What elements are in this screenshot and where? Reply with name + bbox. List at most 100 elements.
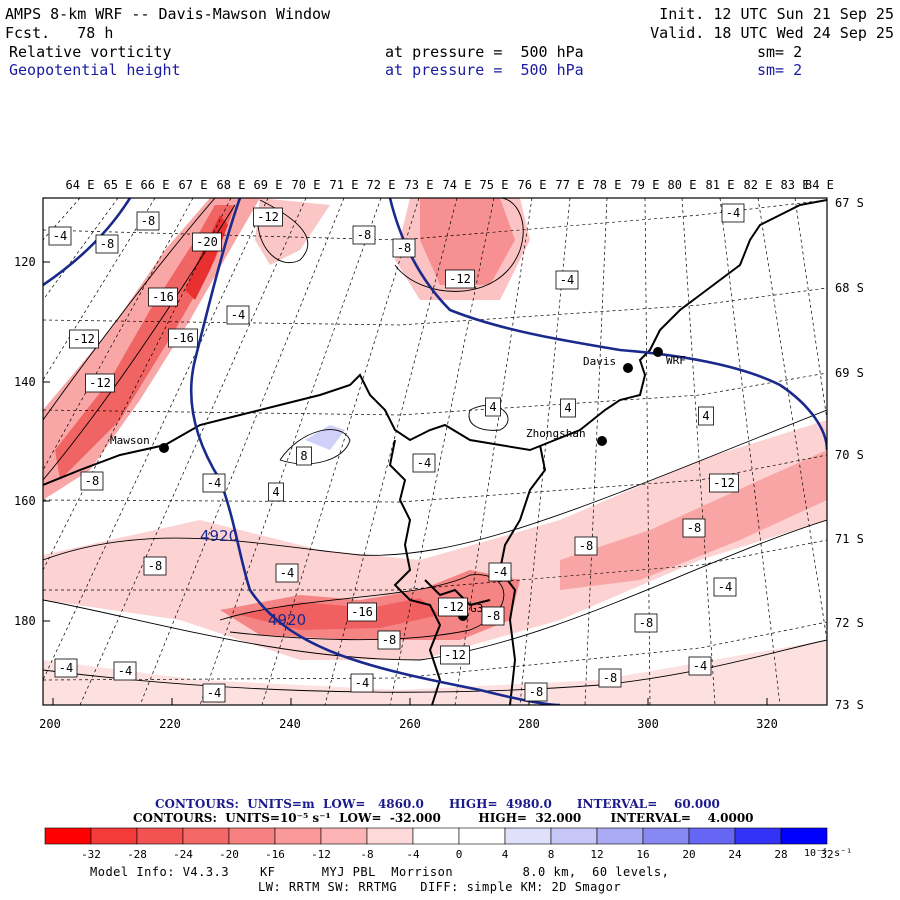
contour-label-box bbox=[574, 536, 598, 556]
longitude-labels: 64 E 65 E 66 E 67 E 68 E 69 E 70 E 71 E … bbox=[66, 178, 834, 192]
contour-label: -12 bbox=[444, 648, 466, 662]
vorticity-contour bbox=[43, 198, 216, 421]
station-marker-zhongshan bbox=[597, 436, 607, 446]
vorticity-contour-info: CONTOURS: UNITS=10⁻⁵ s⁻¹ LOW= -32.000 HI… bbox=[133, 811, 754, 825]
lon-label: 79 E bbox=[631, 178, 660, 192]
contour-label-box bbox=[202, 683, 226, 703]
init-time: Init. 12 UTC Sun 21 Sep 25 bbox=[659, 5, 894, 23]
lat-label: 68 S bbox=[835, 281, 864, 295]
plot-frame bbox=[42, 197, 828, 706]
contour-label-box bbox=[392, 238, 416, 258]
lat-line bbox=[43, 199, 827, 241]
x-axis: 200 220 240 260 280 300 320 bbox=[39, 698, 778, 731]
lon-label: 76 E bbox=[518, 178, 547, 192]
colorbar-cell bbox=[504, 827, 552, 845]
lon-line bbox=[43, 198, 194, 471]
colorbar: -32 -28 -24 -20 -16 -12 -8 -4 0 4 8 12 16 20 24 28 32 10… bbox=[44, 827, 852, 861]
lon-label: 73 E bbox=[405, 178, 434, 192]
fcst-label: Fcst. bbox=[5, 24, 51, 42]
contour-label: -16 bbox=[351, 605, 373, 619]
lon-line bbox=[681, 198, 716, 705]
height-contour-info: CONTOURS: UNITS=m LOW= 4860.0 HIGH= 4980… bbox=[155, 797, 720, 811]
contour-label: -20 bbox=[196, 235, 218, 249]
contour-label: -12 bbox=[73, 332, 95, 346]
contour-labels: -8 -8 -12 -4 -20 -16 -12 -16 -12 -8 -8 -12 -4 -4 -4 4 4 8… bbox=[48, 203, 745, 703]
contour-label: -4 bbox=[560, 273, 574, 287]
contour-label-box bbox=[113, 661, 137, 681]
colorbar-tick-label: 28 bbox=[774, 848, 787, 861]
contour-label-box bbox=[688, 656, 712, 676]
contour-label-box bbox=[555, 270, 579, 290]
contour-label-box bbox=[445, 269, 475, 289]
lat-line bbox=[43, 372, 827, 416]
field1-name: Relative vorticity bbox=[9, 43, 172, 61]
colorbar-cell bbox=[550, 827, 598, 845]
lon-label: 67 E bbox=[179, 178, 208, 192]
title: AMPS 8-km WRF -- Davis-Mawson Window bbox=[5, 5, 331, 23]
contour-label-box bbox=[481, 606, 505, 626]
colorbar-cell bbox=[412, 827, 460, 845]
contour-label-box bbox=[377, 630, 401, 650]
lon-line bbox=[719, 198, 781, 705]
contour-label: -4 bbox=[355, 676, 369, 690]
lon-line bbox=[794, 198, 827, 421]
colorbar-cell bbox=[44, 827, 92, 845]
colorbar-tick-label: -24 bbox=[173, 848, 193, 861]
lon-label: 68 E bbox=[217, 178, 246, 192]
x-tick-label: 240 bbox=[279, 717, 301, 731]
lat-label: 71 S bbox=[835, 532, 864, 546]
contour-label-box bbox=[709, 473, 739, 493]
y-tick-label: 120 bbox=[14, 255, 36, 269]
contour-label: -8 bbox=[687, 521, 701, 535]
coastline-inland bbox=[498, 444, 547, 705]
lon-line bbox=[43, 198, 269, 681]
contour-label: -8 bbox=[639, 616, 653, 630]
colorbar-tick-label: -32 bbox=[81, 848, 101, 861]
contour-label-box bbox=[48, 226, 72, 246]
contour-label: -8 bbox=[397, 241, 411, 255]
contour-label: -12 bbox=[449, 272, 471, 286]
vorticity-top-right-core bbox=[420, 198, 515, 285]
vorticity-contour bbox=[219, 574, 505, 641]
physics-info: LW: RRTM SW: RRTMG DIFF: simple KM: 2D S… bbox=[258, 880, 622, 894]
vorticity-positive-spot bbox=[305, 425, 345, 450]
geopotential-contour bbox=[189, 198, 561, 705]
contour-label: 4 bbox=[489, 400, 496, 414]
contour-label-box bbox=[95, 234, 119, 254]
lat-line bbox=[43, 539, 827, 591]
colorbar-tick-label: 0 bbox=[456, 848, 463, 861]
contour-label: 8 bbox=[300, 449, 307, 463]
geopotential-contours bbox=[43, 198, 827, 705]
colorbar-cell bbox=[596, 827, 644, 845]
contour-label-box bbox=[136, 211, 160, 231]
contour-label-box bbox=[148, 287, 178, 307]
x-tick-label: 260 bbox=[399, 717, 421, 731]
contour-label-box bbox=[168, 328, 198, 348]
field2-name: Geopotential height bbox=[9, 61, 181, 79]
map-panel: 120 140 160 180 200 220 240 260 280 300 … bbox=[14, 178, 864, 731]
lon-line bbox=[79, 198, 307, 705]
coastline-inland bbox=[424, 579, 491, 607]
contour-label: -8 bbox=[100, 237, 114, 251]
contour-label-box bbox=[485, 397, 501, 417]
contour-label-box bbox=[598, 668, 622, 688]
contour-label-box bbox=[80, 471, 104, 491]
colorbar-tick-label: -4 bbox=[406, 848, 420, 861]
contour-label: -8 bbox=[148, 559, 162, 573]
contour-label: -4 bbox=[726, 206, 740, 220]
colorbar-tick-label: -16 bbox=[265, 848, 285, 861]
lat-line bbox=[43, 454, 827, 503]
colorbar-tick-label: -12 bbox=[311, 848, 331, 861]
colorbar-tick-label: 12 bbox=[590, 848, 603, 861]
latitude-labels: 67 S 68 S 69 S 70 S 71 S 72 S 73 S bbox=[835, 196, 864, 712]
x-tick-label: 200 bbox=[39, 717, 61, 731]
lon-label: 78 E bbox=[593, 178, 622, 192]
forecast-hour: Fcst. 78 h bbox=[5, 24, 113, 42]
contour-label: -8 bbox=[486, 609, 500, 623]
station-marker-davis bbox=[623, 363, 633, 373]
contour-label: -4 bbox=[493, 565, 507, 579]
station-label-wrf: WRF bbox=[666, 354, 686, 367]
contour-label: -4 bbox=[59, 661, 73, 675]
contour-label-box bbox=[202, 473, 226, 493]
contour-label: -8 bbox=[603, 671, 617, 685]
